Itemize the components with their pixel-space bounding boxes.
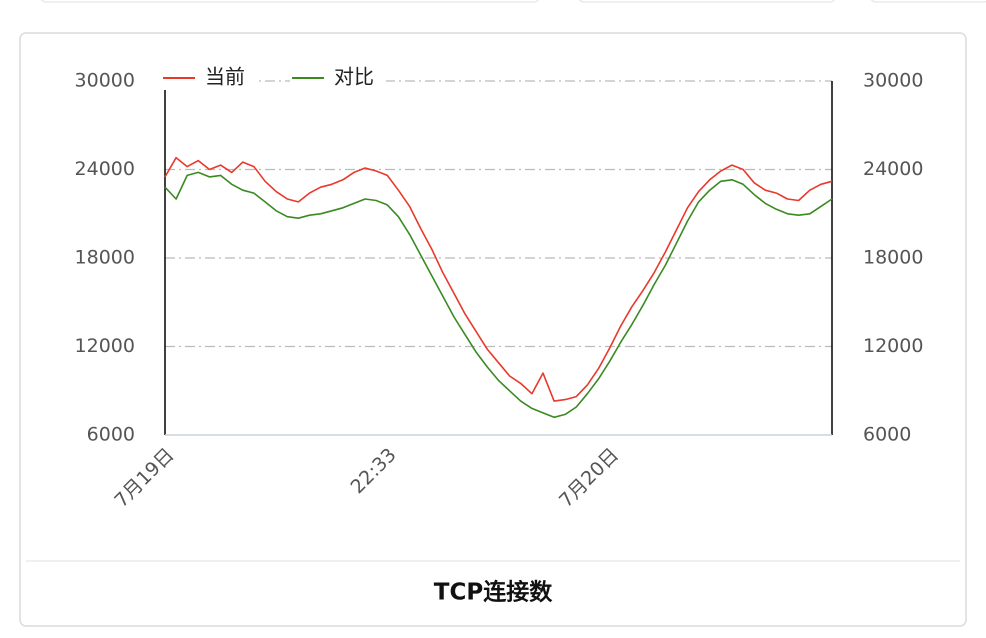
y2-tick-label: 24000 xyxy=(863,158,923,180)
y-tick-label: 30000 xyxy=(75,70,135,92)
y-tick-label: 12000 xyxy=(75,335,135,357)
chart-title: TCP连接数 xyxy=(434,579,553,606)
y2-tick-label: 6000 xyxy=(863,424,911,446)
y-tick-label: 6000 xyxy=(87,424,135,446)
series-line xyxy=(164,171,833,419)
card xyxy=(19,32,967,627)
y2-tick-label: 30000 xyxy=(863,70,923,92)
y-tick-label: 18000 xyxy=(75,247,135,269)
card-edge xyxy=(40,0,540,3)
series-line xyxy=(164,156,833,402)
y-tick-label: 24000 xyxy=(75,158,135,180)
y2-tick-label: 18000 xyxy=(863,247,923,269)
legend-label: 当前 xyxy=(205,65,245,89)
y2-tick-label: 12000 xyxy=(863,335,923,357)
legend-label: 对比 xyxy=(334,65,374,89)
card-edge xyxy=(870,0,986,3)
card-edge xyxy=(578,0,836,3)
